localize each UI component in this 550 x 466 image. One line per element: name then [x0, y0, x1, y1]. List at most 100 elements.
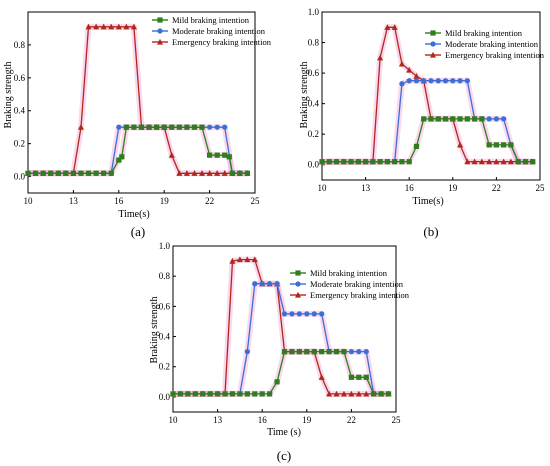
panel-b-series-3-point [457, 141, 464, 148]
panel-b-series-1-point [363, 159, 369, 165]
panel-c-series-3-point [333, 390, 340, 397]
panel-a-series-3-point [168, 151, 175, 158]
panel-b-x-tick-label: 10 [318, 183, 328, 193]
panel-b-legend-marker [430, 30, 436, 36]
panel-a-series-1-point [176, 124, 182, 130]
panel-c-series-1-point [237, 391, 243, 397]
panel-c-series-1-point [281, 349, 288, 355]
panel-a-series-2-line [28, 126, 248, 174]
panel-b-series-2-point [501, 116, 507, 122]
panel-a-series-3-point [206, 170, 213, 176]
panel-b-series-1-point [508, 142, 514, 148]
panel-c-series-1-point [215, 391, 221, 397]
panel-c-label: (c) [277, 448, 291, 463]
panel-c-series-3-point [355, 390, 362, 397]
panel-a-series-1-point [138, 124, 145, 130]
panel-c-legend-label: Emergency braking intention [310, 290, 410, 300]
panel-b-series-3-point [413, 72, 420, 79]
panel-c-series-3-point [363, 390, 370, 397]
panel-a-x-tick-label: 10 [24, 196, 34, 206]
panel-c-series-2-point [311, 311, 317, 317]
panel-c-series-1-point [274, 379, 280, 385]
panel-a-series-1-point [207, 152, 213, 158]
panel-c-series-1-point [267, 391, 273, 397]
panel-b-series-3-point [377, 54, 384, 61]
panel-c-series-2-point [296, 311, 302, 317]
panel-b-x-tick-label: 19 [448, 183, 458, 193]
panel-c-series-1-point [252, 391, 258, 397]
panel-a-series-3-halo [28, 23, 248, 177]
panel-c-series-2-point [304, 311, 310, 317]
panel-c-plot: 10 13 16 19 22 25 0.0 0.2 0.4 0.6 0.8 1.0 Mild braki… [159, 241, 410, 425]
panel-b-legend-marker [430, 51, 436, 58]
panel-a-series-3-point [93, 23, 100, 30]
panel-a-legend-label: Moderate braking intention [172, 26, 266, 36]
panel-c-ylabel: Braking strength [149, 297, 160, 364]
panel-a-series-1-point [161, 124, 167, 130]
panel-a-y-tick-label: 0.6 [14, 73, 26, 83]
panel-c-series-1-halo [173, 348, 389, 397]
panel-b-legend-marker [430, 41, 436, 47]
panel-a-legend-marker [157, 17, 163, 23]
panel-a-plot-frame [27, 11, 256, 194]
panel-b-x-tick-label: 22 [492, 183, 501, 193]
panel-a-series-1-point [244, 170, 251, 176]
panel-c-series-2-point [252, 281, 258, 287]
panel-a-series-1-point [191, 124, 198, 130]
panel-b-series-1-point [348, 159, 354, 165]
panel-a-series-2-point [214, 124, 220, 130]
panel-b-plot-frame [321, 11, 541, 181]
panel-a-series-2-halo [28, 124, 248, 177]
panel-b-series-3-point [478, 158, 485, 165]
panel-b-series-3-point [500, 158, 507, 165]
panel-c-series-3-point [229, 257, 236, 264]
panel-b-series-1-point [457, 116, 463, 122]
panel-b-x-tick-label: 13 [361, 183, 371, 193]
panel-c-x-tick-label: 10 [169, 415, 179, 425]
panel-b-series-3-point [486, 158, 493, 165]
panel-b-series-1-point [421, 116, 427, 122]
panel-c-series-1-point [311, 349, 317, 355]
panel-c-series-2-point [244, 349, 250, 355]
panel-a-series-1-point [131, 124, 137, 130]
panel-c-y-tick-label: 1.0 [159, 241, 171, 251]
panel-c-series-1-point [177, 391, 184, 397]
panel-b-series-2-point [486, 116, 492, 122]
panel-a-x-tick-label: 19 [160, 196, 170, 206]
panel-c-series-1-point [341, 349, 347, 355]
panel-c-y-tick-label: 0.6 [159, 301, 171, 311]
panel-a-series-3-point [123, 23, 130, 30]
panel-a-series-3-point [77, 123, 84, 130]
panel-c-series-2-point [363, 349, 369, 355]
panel-a-legend-label: Emergency braking intention [172, 37, 272, 47]
panel-a-series-1-line [28, 126, 248, 174]
panel-c-series-1-point [207, 391, 213, 397]
panel-a-series-1-point [199, 124, 205, 130]
panel-a-legend-label: Mild braking intention [172, 15, 250, 25]
panel-a-series-1-point [222, 152, 228, 158]
panel-c-legend-label: Moderate braking intention [310, 279, 404, 289]
panel-a-series-3-point [130, 23, 137, 30]
panel-a-y-tick-label: 0.8 [14, 40, 26, 50]
panel-b-series-1-point [406, 159, 412, 165]
panel-c-x-tick-label: 19 [302, 415, 312, 425]
panel-a-series-3-point [183, 170, 190, 176]
panel-c-series-1-point [319, 349, 325, 355]
panel-c-series-1-point [229, 391, 236, 397]
panel-b-series-2-point [435, 78, 441, 84]
panel-b-series-3-point [464, 158, 471, 165]
panel-a-x-tick-label: 16 [114, 196, 124, 206]
panel-a-y-tick-label: 0.4 [14, 106, 26, 116]
panel-a-legend-marker [157, 28, 163, 34]
panel-b-series-1-point [384, 159, 390, 165]
panel-c-series-1-point [192, 391, 198, 397]
panel-c-x-tick-label: 25 [392, 415, 402, 425]
panel-a-series-1-point [108, 170, 114, 176]
panel-b-series-1-point [530, 159, 536, 165]
panel-a-label: (a) [131, 224, 145, 239]
panel-b-series-2-point [413, 78, 420, 84]
panel-a-series-1-point [40, 170, 46, 176]
panel-c-series-1-point [222, 391, 228, 397]
panel-a-series-1-point [214, 152, 220, 158]
